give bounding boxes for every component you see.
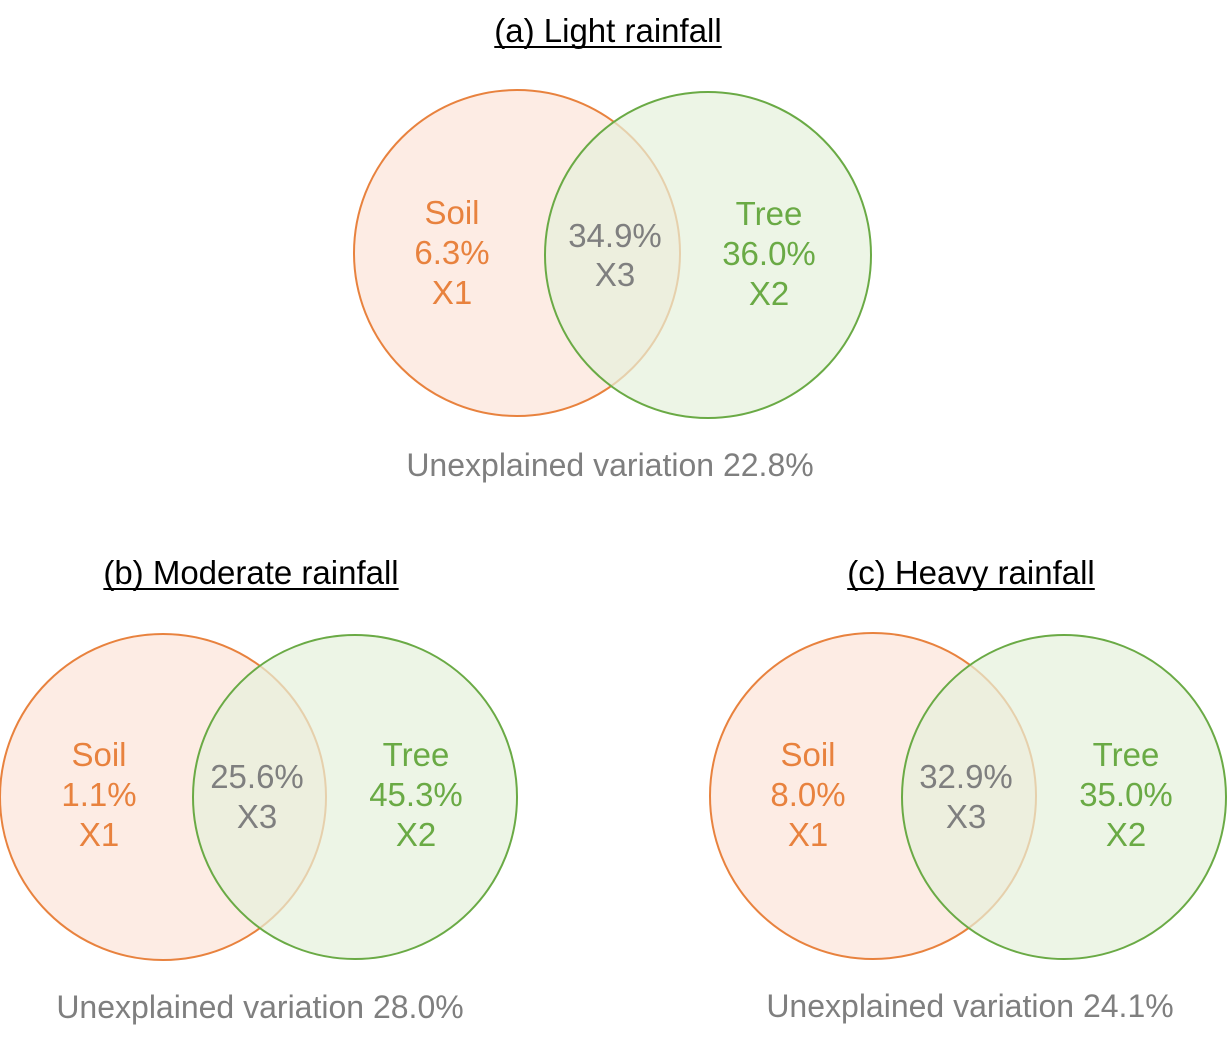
shared-value: 34.9% [568, 217, 662, 254]
tree-value: 36.0% [722, 235, 816, 272]
soil-code: X1 [432, 274, 472, 311]
tree-circle [901, 634, 1227, 960]
tree-value: 35.0% [1079, 776, 1173, 813]
soil-label: Soil [424, 194, 479, 231]
panel-light-rainfall: (a) Light rainfall Soil 6.3% X1 34.9% X3… [353, 12, 872, 483]
tree-circle [192, 634, 518, 960]
tree-circle [544, 91, 872, 419]
tree-code: X2 [396, 816, 436, 853]
panel-title: (a) Light rainfall [494, 12, 721, 49]
unexplained-variation: Unexplained variation 24.1% [766, 988, 1173, 1024]
tree-code: X2 [1106, 816, 1146, 853]
tree-code: X2 [749, 275, 789, 312]
tree-label: Tree [383, 736, 450, 773]
shared-value: 32.9% [919, 758, 1013, 795]
soil-code: X1 [79, 816, 119, 853]
tree-label: Tree [736, 195, 803, 232]
soil-value: 1.1% [61, 776, 136, 813]
shared-code: X3 [946, 798, 986, 835]
soil-label: Soil [71, 736, 126, 773]
panel-title: (c) Heavy rainfall [847, 554, 1095, 591]
panel-heavy-rainfall: (c) Heavy rainfall Soil 8.0% X1 32.9% X3… [709, 554, 1227, 1024]
shared-code: X3 [237, 798, 277, 835]
soil-code: X1 [788, 816, 828, 853]
panel-title: (b) Moderate rainfall [103, 554, 398, 591]
panel-moderate-rainfall: (b) Moderate rainfall Soil 1.1% X1 25.6%… [0, 554, 518, 1025]
soil-label: Soil [780, 736, 835, 773]
unexplained-variation: Unexplained variation 22.8% [406, 447, 813, 483]
shared-value: 25.6% [210, 758, 304, 795]
tree-label: Tree [1093, 736, 1160, 773]
soil-value: 6.3% [414, 234, 489, 271]
shared-code: X3 [595, 256, 635, 293]
soil-value: 8.0% [770, 776, 845, 813]
tree-value: 45.3% [369, 776, 463, 813]
unexplained-variation: Unexplained variation 28.0% [56, 989, 463, 1025]
